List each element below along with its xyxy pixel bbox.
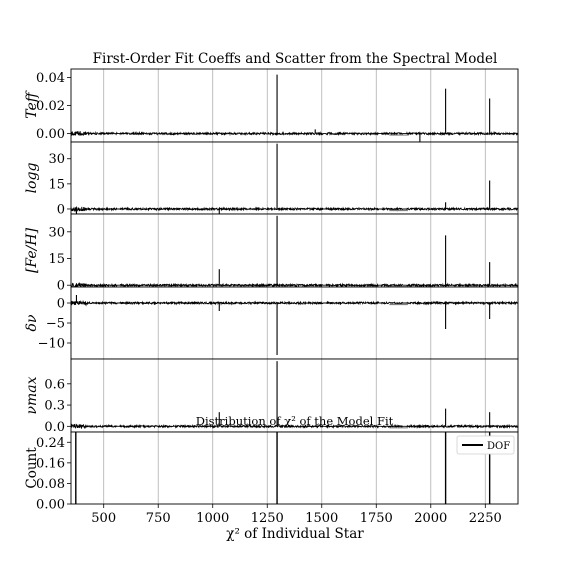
y-tick-label: 0.6: [44, 377, 65, 392]
x-tick-label: 2250: [469, 511, 502, 526]
panels-group: 0.00 0.02 0.04 Teff 0 15 30 logg 0 15 30 [Fe/H] 0 −5 −…: [24, 69, 518, 526]
y-tick-label: −10: [38, 337, 65, 352]
y-tick-label: 30: [48, 152, 65, 167]
panel-dnu: 0 −5 −10 δν: [24, 287, 518, 359]
y-tick-label: 0: [57, 202, 65, 217]
x-tick-label: 2000: [414, 511, 447, 526]
y-tick-label: 0.00: [36, 498, 65, 513]
y-tick-label: 0.00: [36, 127, 65, 142]
panel-background: [71, 432, 518, 504]
x-tick-label: 1250: [251, 511, 284, 526]
y-tick-label: 0.3: [44, 399, 65, 414]
x-tick-label: 750: [146, 511, 171, 526]
y-tick-label: 0: [57, 279, 65, 294]
panel-background: [71, 142, 518, 214]
panel-feh: 0 15 30 [Fe/H]: [24, 214, 518, 294]
x-tick-label: 1750: [360, 511, 393, 526]
y-tick-label: 0: [57, 297, 65, 312]
panel-background: [71, 69, 518, 142]
panel-logg: 0 15 30 logg: [24, 142, 518, 217]
y-axis-label: [Fe/H]: [24, 227, 40, 273]
y-tick-label: 0.02: [36, 99, 65, 114]
y-axis-label: Count: [24, 447, 40, 489]
x-tick-label: 500: [91, 511, 116, 526]
y-tick-label: 0.08: [36, 477, 65, 492]
panel-background: [71, 287, 518, 359]
x-axis-label: χ² of Individual Star: [226, 526, 364, 542]
y-tick-label: 0.0: [44, 420, 65, 435]
x-tick-label: 1000: [196, 511, 229, 526]
figure-title: First-Order Fit Coeffs and Scatter from …: [93, 51, 498, 67]
y-tick-label: −5: [46, 317, 65, 332]
panel-background: [71, 214, 518, 287]
x-tick-label: 1500: [305, 511, 338, 526]
y-tick-label: 0.04: [36, 71, 65, 86]
y-axis-label: δν: [24, 314, 40, 331]
y-tick-label: 0.24: [36, 436, 65, 451]
panel-title: Distribution of χ² of the Model Fit: [196, 414, 394, 428]
y-axis-label: νmax: [24, 376, 40, 414]
legend-label: DOF: [487, 441, 510, 452]
y-tick-label: 0.16: [36, 456, 65, 471]
y-tick-label: 15: [48, 252, 65, 267]
panel-teff: 0.00 0.02 0.04 Teff: [24, 69, 518, 142]
y-tick-label: 15: [48, 177, 65, 192]
y-axis-label: logg: [24, 163, 40, 194]
y-axis-label: Teff: [24, 90, 40, 119]
y-tick-label: 30: [48, 225, 65, 240]
